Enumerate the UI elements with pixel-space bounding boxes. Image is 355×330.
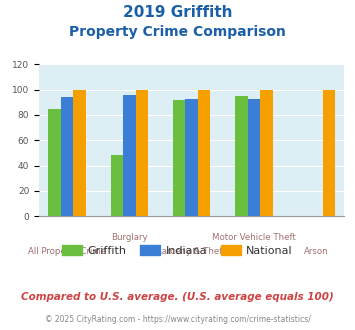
Bar <box>185 98 198 216</box>
Bar <box>73 90 86 216</box>
Bar <box>61 97 73 216</box>
Bar <box>111 155 123 216</box>
Legend: Griffith, Indiana, National: Griffith, Indiana, National <box>58 241 297 260</box>
Text: Burglary: Burglary <box>111 233 148 242</box>
Bar <box>235 96 248 216</box>
Bar <box>136 90 148 216</box>
Bar <box>48 109 61 216</box>
Bar <box>323 90 335 216</box>
Text: Motor Vehicle Theft: Motor Vehicle Theft <box>212 233 296 242</box>
Text: Compared to U.S. average. (U.S. average equals 100): Compared to U.S. average. (U.S. average … <box>21 292 334 302</box>
Text: 2019 Griffith: 2019 Griffith <box>123 5 232 20</box>
Bar <box>248 98 260 216</box>
Text: Property Crime Comparison: Property Crime Comparison <box>69 25 286 39</box>
Text: Larceny & Theft: Larceny & Theft <box>157 247 226 256</box>
Text: Arson: Arson <box>304 247 329 256</box>
Bar <box>198 90 211 216</box>
Bar <box>173 100 185 216</box>
Bar <box>123 95 136 216</box>
Text: © 2025 CityRating.com - https://www.cityrating.com/crime-statistics/: © 2025 CityRating.com - https://www.city… <box>45 315 310 324</box>
Bar <box>260 90 273 216</box>
Text: All Property Crime: All Property Crime <box>28 247 106 256</box>
